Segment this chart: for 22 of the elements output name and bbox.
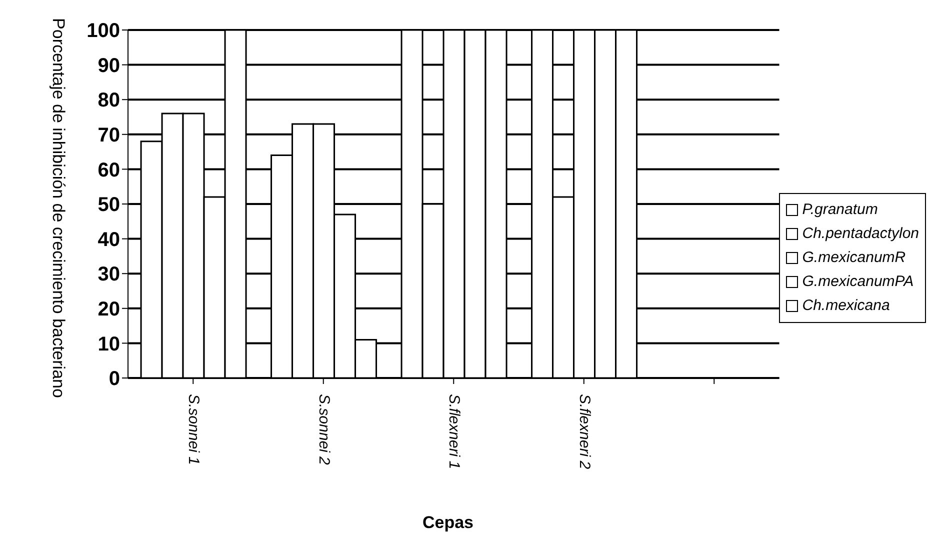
y-tick-label: 100 [86, 20, 120, 42]
legend-label: Ch.pentadactylon [802, 224, 919, 244]
legend-label: G.mexicanumPA [802, 272, 914, 292]
legend-label: P.granatum [802, 200, 878, 220]
y-tick-label: 20 [98, 298, 120, 320]
y-tick-label: 50 [98, 194, 120, 216]
y-axis-title: Porcentaje de inhibición de crecimiento bacteriano [48, 18, 69, 398]
x-tick-label: S.flexneri 2 [576, 394, 593, 470]
x-axis-title: Cepas [421, 513, 475, 533]
x-tick-label: S.sonnei 2 [315, 394, 332, 466]
y-tick-label: 30 [98, 264, 120, 286]
x-tick-label: S.sonnei 1 [185, 394, 202, 465]
y-tick-label: 40 [98, 228, 120, 251]
y-tick-label: 70 [98, 124, 120, 146]
legend-label: Ch.mexicana [802, 296, 890, 316]
y-tick-label: 90 [98, 54, 120, 77]
y-tick-label: 60 [98, 159, 120, 182]
y-tick-label: 0 [108, 368, 120, 390]
x-tick-label: S.flexneri 1 [446, 394, 463, 470]
y-tick-label: 80 [98, 90, 120, 112]
y-tick-label: 10 [98, 333, 120, 356]
legend-label: G.mexicanumR [802, 248, 906, 268]
